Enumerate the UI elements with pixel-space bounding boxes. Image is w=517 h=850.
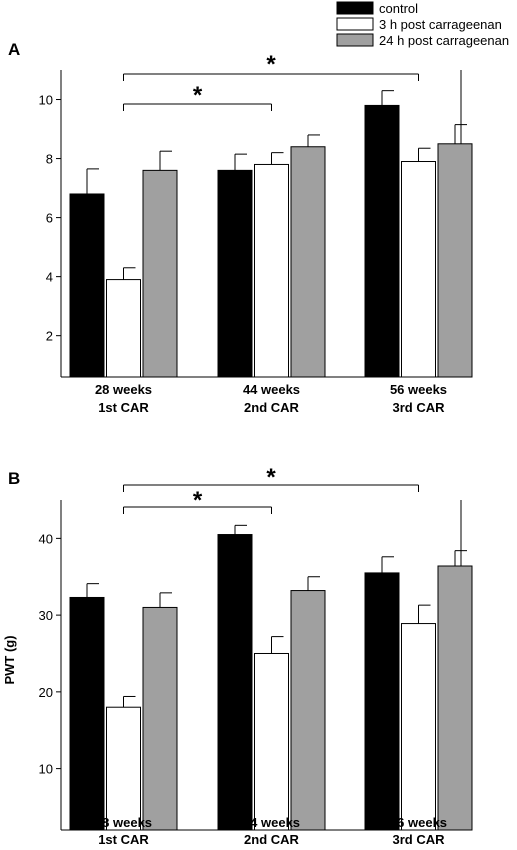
y-tick-label: 8 [46, 152, 53, 167]
significance-star: * [266, 51, 276, 78]
y-tick-label: 4 [46, 270, 53, 285]
legend-swatch [336, 33, 374, 47]
x-category-label: 3rd CAR [392, 832, 445, 847]
bar-2 [437, 565, 473, 831]
bar-0 [69, 596, 105, 831]
y-tick-label: 6 [46, 211, 53, 226]
x-category-label: 1st CAR [98, 832, 149, 847]
y-tick-label: 20 [39, 685, 53, 700]
panel-a-letter: A [8, 40, 20, 59]
x-category-label: 56 weeks [390, 382, 447, 397]
bar-1 [254, 652, 289, 831]
y-tick-label: 30 [39, 608, 53, 623]
legend-swatch [336, 17, 374, 31]
bar-2 [290, 590, 326, 831]
panel-b-y-axis-label: PWT (g) [2, 635, 17, 684]
y-tick-label: 10 [39, 762, 53, 777]
bar-2 [290, 146, 326, 378]
bar-1 [254, 163, 289, 378]
significance-star: * [266, 464, 276, 491]
bar-1 [401, 623, 436, 831]
x-category-label: 28 weeks [95, 382, 152, 397]
y-tick-label: 2 [46, 329, 53, 344]
x-category-label: 44 weeks [243, 382, 300, 397]
bar-1 [401, 161, 436, 378]
x-category-label: 3rd CAR [392, 400, 445, 415]
x-category-label: 56 weeks [390, 815, 447, 830]
y-tick-label: 40 [39, 531, 53, 546]
legend-swatch [336, 1, 374, 15]
bar-2 [142, 606, 178, 831]
x-category-label: 2nd CAR [244, 400, 300, 415]
panel-b-letter: B [8, 469, 20, 488]
x-category-label: 1st CAR [98, 400, 149, 415]
bar-2 [437, 143, 473, 378]
bar-0 [217, 169, 253, 378]
panel-a: A 2 4 6 8 10 28 weeks 1st CAR 44 weeks 2nd CAR 56… [8, 40, 473, 415]
bar-2 [142, 169, 178, 378]
bar-0 [364, 104, 400, 378]
x-category-label: 2nd CAR [244, 832, 300, 847]
bar-1 [106, 706, 141, 831]
x-category-label: 44 weeks [243, 815, 300, 830]
legend-label: 24 h post carrageenan [379, 33, 509, 48]
y-tick-label: 10 [39, 93, 53, 108]
bar-0 [217, 534, 253, 831]
legend-label: 3 h post carrageenan [379, 17, 502, 32]
bar-0 [69, 193, 105, 378]
panel-b: B PWT (g) 10 20 30 40 28 weeks 1st CAR 44 week… [2, 464, 473, 847]
bar-0 [364, 572, 400, 831]
legend-label: control [379, 1, 418, 16]
significance-star: * [193, 487, 203, 514]
x-category-label: 28 weeks [95, 815, 152, 830]
significance-star: * [193, 82, 203, 109]
bar-1 [106, 279, 141, 378]
